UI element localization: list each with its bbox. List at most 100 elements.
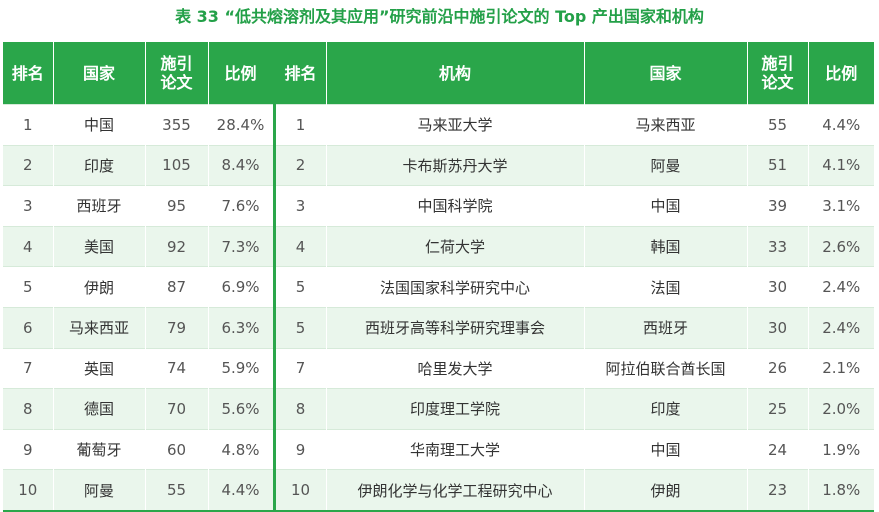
country-papers-cell: 95 <box>145 185 209 227</box>
country-cell: 葡萄牙 <box>53 428 146 470</box>
country-papers-cell: 70 <box>145 388 209 430</box>
table-body: 1 中国 355 28.4% 1 马来亚大学 马来西亚 55 4.4% 2 印度 105 8.4% 2 卡布… <box>3 104 874 512</box>
institution-share-cell: 2.4% <box>808 266 874 308</box>
country-cell: 马来西亚 <box>53 306 146 349</box>
institution-papers-cell: 23 <box>747 469 809 512</box>
institution-share-cell: 2.6% <box>808 225 874 267</box>
top-countries-institutions-table: 排名 国家 施引 论文 比例 排名 机构 国家 施引 论文 比例 1 中国 355 2… <box>3 42 874 512</box>
institution-country-cell: 马来西亚 <box>584 104 748 146</box>
institution-papers-cell: 39 <box>747 185 809 227</box>
table-row: 7 英国 74 5.9% 7 哈里发大学 阿拉伯联合酋长国 26 2.1% <box>3 347 874 389</box>
country-cell: 印度 <box>53 144 146 186</box>
institution-rank-cell: 8 <box>274 388 327 430</box>
country-cell: 西班牙 <box>53 185 146 227</box>
institution-cell: 印度理工学院 <box>326 388 585 430</box>
country-share-cell: 5.9% <box>208 347 276 389</box>
institution-papers-cell: 30 <box>747 266 809 308</box>
country-rank-cell: 6 <box>3 306 54 349</box>
header-papers-country: 施引 论文 <box>145 42 209 105</box>
institution-country-cell: 韩国 <box>584 225 748 267</box>
country-share-cell: 7.3% <box>208 225 276 267</box>
institution-rank-cell: 10 <box>274 469 327 512</box>
country-share-cell: 7.6% <box>208 185 276 227</box>
country-share-cell: 6.3% <box>208 306 276 349</box>
institution-share-cell: 4.1% <box>808 144 874 186</box>
country-rank-cell: 1 <box>3 104 54 146</box>
country-rank-cell: 9 <box>3 428 54 470</box>
institution-cell: 卡布斯苏丹大学 <box>326 144 585 186</box>
institution-rank-cell: 5 <box>274 306 327 349</box>
institution-share-cell: 2.1% <box>808 347 874 389</box>
institution-papers-cell: 25 <box>747 388 809 430</box>
institution-rank-cell: 2 <box>274 144 327 186</box>
institution-country-cell: 中国 <box>584 185 748 227</box>
table-row: 5 伊朗 87 6.9% 5 法国国家科学研究中心 法国 30 2.4% <box>3 266 874 308</box>
country-papers-cell: 79 <box>145 306 209 349</box>
country-share-cell: 4.8% <box>208 428 276 470</box>
table-row: 8 德国 70 5.6% 8 印度理工学院 印度 25 2.0% <box>3 388 874 430</box>
country-share-cell: 8.4% <box>208 144 276 186</box>
institution-rank-cell: 3 <box>274 185 327 227</box>
institution-rank-cell: 5 <box>274 266 327 308</box>
institution-share-cell: 1.8% <box>808 469 874 512</box>
header-rank-country: 排名 <box>3 42 54 105</box>
table-row: 2 印度 105 8.4% 2 卡布斯苏丹大学 阿曼 51 4.1% <box>3 144 874 186</box>
header-papers-line1: 施引 <box>761 54 794 73</box>
header-row: 排名 国家 施引 论文 比例 排名 机构 国家 施引 论文 比例 <box>3 42 874 105</box>
header-institution-country: 国家 <box>584 42 748 105</box>
header-papers-line1: 施引 <box>160 54 193 73</box>
header-papers-institution: 施引 论文 <box>747 42 809 105</box>
institution-rank-cell: 7 <box>274 347 327 389</box>
institution-cell: 中国科学院 <box>326 185 585 227</box>
table-row: 3 西班牙 95 7.6% 3 中国科学院 中国 39 3.1% <box>3 185 874 227</box>
table-row: 1 中国 355 28.4% 1 马来亚大学 马来西亚 55 4.4% <box>3 104 874 146</box>
institution-cell: 西班牙高等科学研究理事会 <box>326 306 585 349</box>
institution-country-cell: 阿曼 <box>584 144 748 186</box>
header-country: 国家 <box>53 42 146 105</box>
institution-papers-cell: 51 <box>747 144 809 186</box>
country-cell: 阿曼 <box>53 469 146 512</box>
country-cell: 英国 <box>53 347 146 389</box>
table-row: 4 美国 92 7.3% 4 仁荷大学 韩国 33 2.6% <box>3 225 874 267</box>
country-rank-cell: 5 <box>3 266 54 308</box>
institution-rank-cell: 4 <box>274 225 327 267</box>
country-share-cell: 28.4% <box>208 104 276 146</box>
institution-country-cell: 法国 <box>584 266 748 308</box>
institution-cell: 伊朗化学与化学工程研究中心 <box>326 469 585 512</box>
country-rank-cell: 4 <box>3 225 54 267</box>
institution-country-cell: 西班牙 <box>584 306 748 349</box>
header-institution: 机构 <box>326 42 585 105</box>
header-papers-line2: 论文 <box>761 73 794 92</box>
country-rank-cell: 10 <box>3 469 54 512</box>
country-share-cell: 4.4% <box>208 469 276 512</box>
institution-country-cell: 印度 <box>584 388 748 430</box>
country-share-cell: 6.9% <box>208 266 276 308</box>
country-rank-cell: 7 <box>3 347 54 389</box>
country-papers-cell: 55 <box>145 469 209 512</box>
institution-cell: 法国国家科学研究中心 <box>326 266 585 308</box>
table-row: 9 葡萄牙 60 4.8% 9 华南理工大学 中国 24 1.9% <box>3 428 874 470</box>
institution-cell: 马来亚大学 <box>326 104 585 146</box>
institution-cell: 华南理工大学 <box>326 428 585 470</box>
institution-cell: 仁荷大学 <box>326 225 585 267</box>
table-row: 6 马来西亚 79 6.3% 5 西班牙高等科学研究理事会 西班牙 30 2.4% <box>3 306 874 349</box>
institution-share-cell: 1.9% <box>808 428 874 470</box>
institution-rank-cell: 1 <box>274 104 327 146</box>
country-cell: 伊朗 <box>53 266 146 308</box>
country-papers-cell: 87 <box>145 266 209 308</box>
country-share-cell: 5.6% <box>208 388 276 430</box>
header-papers-line2: 论文 <box>160 73 193 92</box>
header-share-institution: 比例 <box>808 42 874 105</box>
country-papers-cell: 60 <box>145 428 209 470</box>
institution-papers-cell: 26 <box>747 347 809 389</box>
institution-share-cell: 3.1% <box>808 185 874 227</box>
institution-country-cell: 中国 <box>584 428 748 470</box>
institution-papers-cell: 24 <box>747 428 809 470</box>
table-row: 10 阿曼 55 4.4% 10 伊朗化学与化学工程研究中心 伊朗 23 1.8% <box>3 469 874 512</box>
institution-cell: 哈里发大学 <box>326 347 585 389</box>
header-share-country: 比例 <box>208 42 276 105</box>
country-rank-cell: 2 <box>3 144 54 186</box>
country-cell: 德国 <box>53 388 146 430</box>
institution-share-cell: 4.4% <box>808 104 874 146</box>
header-rank-institution: 排名 <box>274 42 327 105</box>
